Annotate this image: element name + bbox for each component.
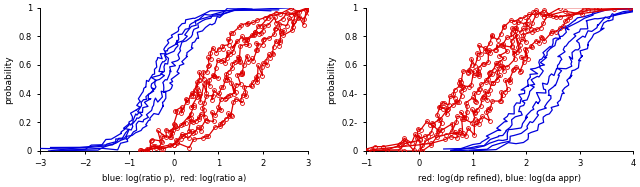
Y-axis label: probability: probability (327, 55, 336, 104)
X-axis label: red: log(dp refined), blue: log(da appr): red: log(dp refined), blue: log(da appr) (418, 174, 581, 183)
Y-axis label: probability: probability (4, 55, 13, 104)
X-axis label: blue: log(ratio p),  red: log(ratio a): blue: log(ratio p), red: log(ratio a) (102, 174, 246, 183)
